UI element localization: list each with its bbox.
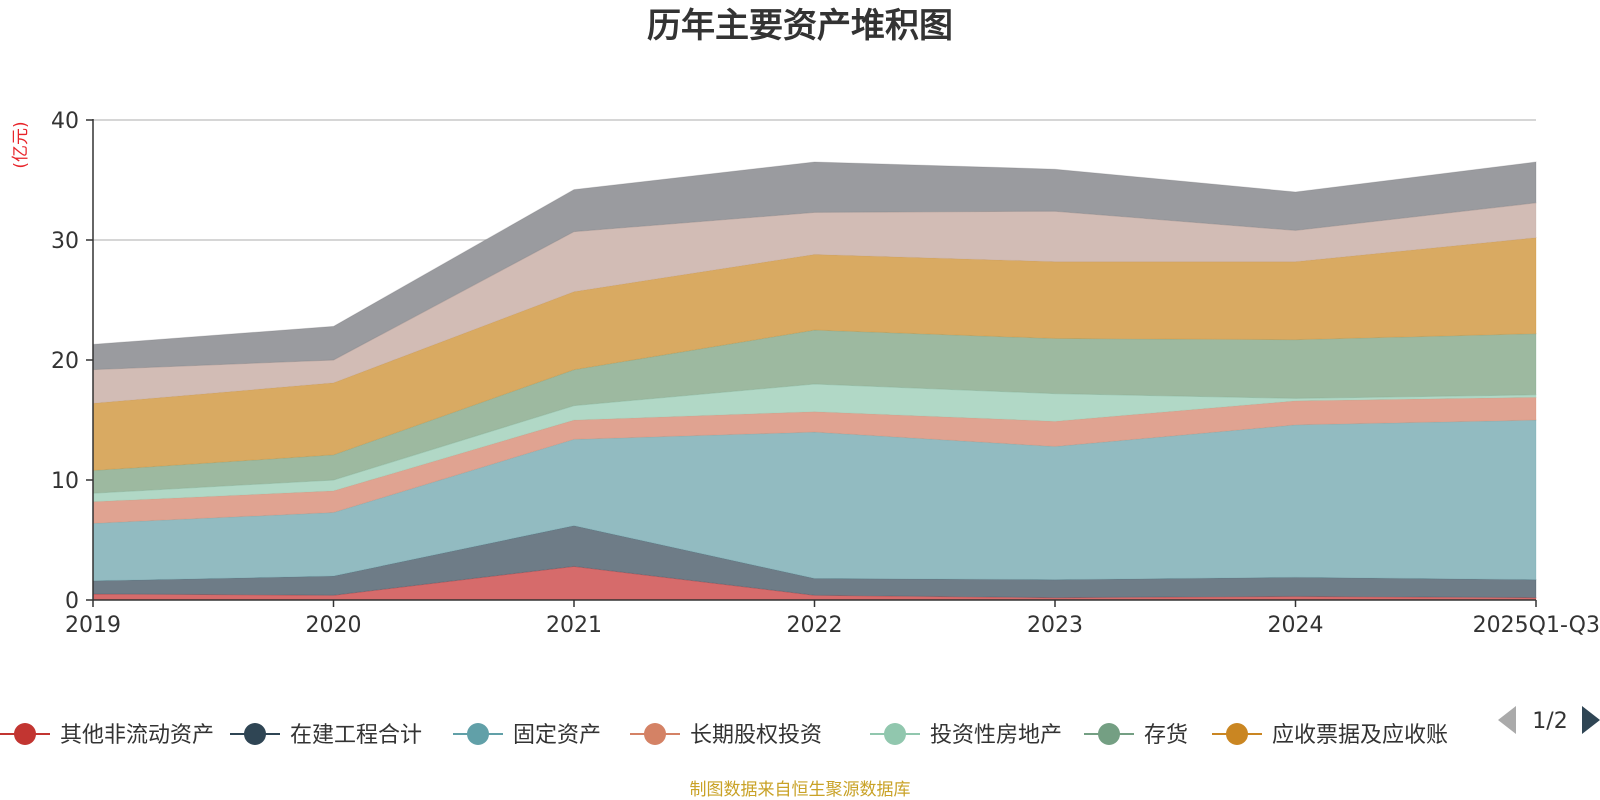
legend-label: 固定资产: [513, 723, 601, 748]
legend: 其他非流动资产 在建工程合计 固定资产 长期股权投资 投资性房地产 存货 应收票据及应收账: [0, 723, 1448, 748]
legend-item[interactable]: 投资性房地产: [870, 723, 1062, 748]
legend-marker-icon: [1098, 723, 1120, 745]
legend-item[interactable]: 长期股权投资: [630, 723, 822, 748]
legend-marker-icon: [644, 723, 666, 745]
legend-item[interactable]: 应收票据及应收账: [1212, 723, 1448, 748]
axes: [86, 119, 1537, 607]
x-tick-label: 2019: [65, 613, 121, 638]
area-series-8[interactable]: [92, 161, 1537, 371]
legend-pager: 1/2: [1498, 706, 1600, 734]
legend-marker-icon: [884, 723, 906, 745]
area-series-6[interactable]: [92, 237, 1537, 471]
x-tick-label: 2021: [546, 613, 602, 638]
legend-marker-icon: [244, 723, 266, 745]
y-tick-label: 40: [51, 109, 79, 134]
area-series-3[interactable]: [92, 396, 1537, 524]
legend-marker-icon: [467, 723, 489, 745]
y-tick-label: 10: [51, 469, 79, 494]
legend-marker-icon: [14, 723, 36, 745]
y-axis-unit-label: (亿元): [11, 121, 31, 168]
legend-label: 投资性房地产: [930, 723, 1062, 748]
x-tick-label: 2023: [1027, 613, 1083, 638]
legend-label: 其他非流动资产: [60, 723, 214, 748]
legend-item[interactable]: 在建工程合计: [230, 723, 422, 748]
x-tick-label: 2022: [787, 613, 843, 638]
legend-label: 存货: [1144, 723, 1188, 748]
legend-label: 在建工程合计: [290, 723, 422, 748]
legend-item[interactable]: 存货: [1084, 723, 1188, 748]
legend-label: 长期股权投资: [690, 723, 822, 748]
x-tick-label: 2020: [306, 613, 362, 638]
y-tick-labels: 0 10 20 30 40: [51, 109, 79, 614]
x-tick-label: 2024: [1268, 613, 1324, 638]
chart-title: 历年主要资产堆积图: [647, 6, 953, 46]
legend-label: 应收票据及应收账: [1272, 723, 1448, 748]
legend-prev-page-icon[interactable]: [1498, 706, 1516, 734]
x-tick-label: 2025Q1-Q3: [1473, 613, 1600, 638]
area-series-group: [92, 161, 1537, 601]
legend-item[interactable]: 固定资产: [453, 723, 601, 748]
legend-marker-icon: [1226, 723, 1248, 745]
area-series-1[interactable]: [92, 525, 1537, 599]
legend-page-indicator: 1/2: [1532, 709, 1567, 734]
legend-item[interactable]: 其他非流动资产: [0, 723, 214, 748]
source-note: 制图数据来自恒生聚源数据库: [690, 780, 911, 800]
y-tick-label: 20: [51, 349, 79, 374]
y-tick-label: 30: [51, 229, 79, 254]
x-tick-labels: 2019 2020 2021 2022 2023 2024 2025Q1-Q3: [65, 613, 1600, 638]
y-tick-label: 0: [65, 589, 79, 614]
legend-next-page-icon[interactable]: [1582, 706, 1600, 734]
